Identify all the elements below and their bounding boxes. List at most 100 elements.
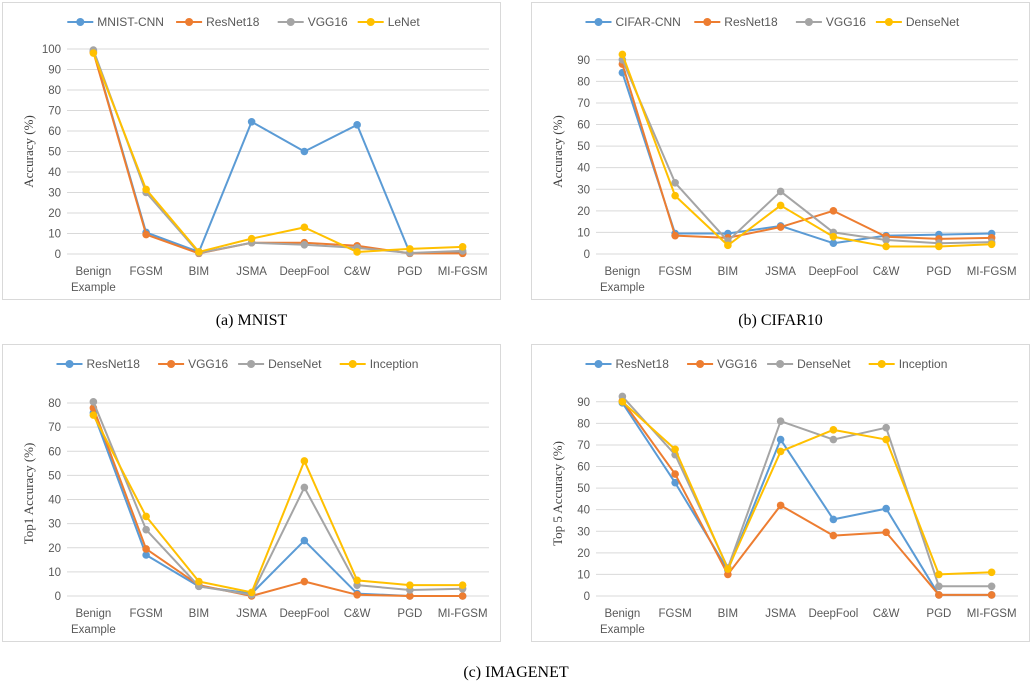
data-point — [882, 528, 890, 537]
legend-marker — [167, 360, 176, 368]
data-point — [247, 588, 256, 597]
y-tick-label: 40 — [577, 163, 590, 175]
legend-entry: VGG16 — [308, 15, 348, 29]
y-tick-label: 30 — [48, 188, 61, 200]
legend-marker — [185, 18, 194, 26]
y-tick-label: 70 — [48, 422, 61, 434]
series-line — [621, 72, 992, 245]
data-point — [882, 504, 890, 513]
x-tick-label: MI-FGSM — [967, 266, 1017, 278]
chart-panel-cifar10: 0 10 20 30 40 50 60 70 80 90 Benign Example FGSM BIM J… — [531, 2, 1030, 300]
data-point — [829, 207, 838, 215]
y-tick-label: 0 — [55, 249, 61, 261]
data-point — [353, 121, 361, 129]
y-tick-label: 10 — [577, 227, 590, 239]
legend-entry: ResNet18 — [616, 357, 670, 371]
data-point — [829, 239, 838, 248]
legend-marker — [776, 360, 785, 368]
legend-marker — [884, 18, 893, 26]
series-line — [92, 52, 463, 253]
x-tick-label: C&W — [344, 608, 371, 620]
data-point — [300, 536, 309, 545]
x-tick-label: DeepFool — [808, 266, 858, 278]
y-tick-label: 40 — [48, 495, 61, 507]
data-point — [776, 417, 785, 426]
data-point — [776, 435, 785, 444]
data-point — [89, 398, 98, 406]
legend-entry: Inception — [899, 357, 948, 371]
x-tick-label: DeepFool — [279, 608, 329, 620]
x-tick-label: Benign Example — [600, 266, 645, 294]
y-tick-label: 80 — [577, 76, 590, 88]
data-point — [300, 483, 309, 492]
legend-entry: DenseNet — [906, 15, 960, 29]
chart-panel-mnist: 0 10 20 30 40 50 60 70 80 90 100 Benign Example FGSM B… — [2, 2, 501, 300]
y-tick-label: 90 — [48, 65, 61, 77]
data-point — [195, 248, 203, 256]
data-point — [671, 191, 679, 200]
x-tick-label: FGSM — [659, 266, 692, 278]
legend-marker — [594, 360, 603, 368]
caption-cifar10: (b) CIFAR10 — [738, 312, 823, 329]
data-point — [247, 234, 256, 243]
x-tick-label: JSMA — [765, 266, 796, 278]
data-point — [618, 50, 627, 59]
data-point — [987, 568, 996, 577]
legend-entry: VGG16 — [188, 357, 228, 371]
x-tick-label: C&W — [873, 266, 900, 278]
y-tick-label: 60 — [577, 462, 590, 474]
series-line — [92, 50, 463, 254]
series-line — [621, 59, 992, 245]
legend-entry: ResNet18 — [724, 15, 778, 29]
y-tick-label: 20 — [48, 208, 61, 220]
data-point — [987, 591, 996, 599]
legend-marker — [286, 18, 295, 26]
legend-entry: ResNet18 — [206, 15, 260, 29]
x-tick-label: MI-FGSM — [438, 266, 488, 278]
x-tick-label: Benign Example — [71, 266, 116, 294]
y-tick-label: 20 — [577, 548, 590, 560]
data-point — [142, 230, 150, 239]
data-point — [353, 590, 361, 599]
y-tick-label: 10 — [577, 569, 590, 581]
data-point — [829, 531, 838, 540]
x-tick-label: JSMA — [765, 608, 796, 620]
data-point — [724, 241, 732, 250]
x-tick-label: Benign Example — [600, 608, 645, 636]
y-tick-label: 90 — [577, 55, 590, 67]
data-point — [195, 577, 203, 586]
y-axis-label: Accuracy (%) — [550, 115, 565, 188]
data-point — [882, 236, 890, 244]
x-tick-label: FGSM — [659, 608, 692, 620]
y-tick-label: 10 — [48, 567, 61, 579]
legend-entry: DenseNet — [268, 357, 322, 371]
y-tick-label: 0 — [584, 591, 590, 603]
y-tick-label: 30 — [577, 526, 590, 538]
y-tick-label: 100 — [42, 44, 61, 56]
caption-imagenet: (c) IMAGENET — [463, 664, 569, 681]
data-point — [406, 581, 414, 589]
legend-marker — [594, 18, 603, 26]
series-line — [621, 63, 992, 240]
data-point — [882, 435, 890, 444]
x-tick-label: PGD — [397, 266, 422, 278]
data-point — [935, 242, 943, 251]
data-point — [671, 178, 679, 187]
y-axis-label: Accuracy (%) — [21, 115, 36, 188]
y-tick-label: 50 — [577, 483, 590, 495]
legend-marker — [703, 18, 712, 26]
data-point — [671, 470, 679, 478]
y-tick-label: 0 — [584, 249, 590, 261]
legend-entry: Inception — [370, 357, 419, 371]
data-point — [776, 501, 785, 510]
y-tick-label: 50 — [48, 147, 61, 159]
series-line — [621, 54, 992, 248]
data-point — [829, 515, 838, 524]
x-tick-label: PGD — [397, 608, 422, 620]
y-tick-label: 40 — [577, 505, 590, 517]
legend-entry: DenseNet — [797, 357, 851, 371]
data-point — [882, 242, 890, 251]
legend-marker — [696, 360, 705, 368]
data-point — [142, 525, 150, 534]
data-point — [935, 591, 943, 599]
